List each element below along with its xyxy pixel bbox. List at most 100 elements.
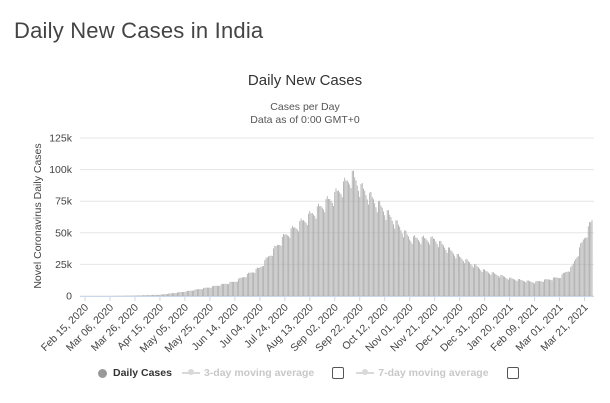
bar — [324, 212, 326, 296]
bar — [195, 289, 197, 296]
legend-item-daily-cases[interactable]: Daily Cases — [98, 367, 172, 379]
bar — [213, 285, 215, 296]
bar — [379, 200, 381, 296]
y-tick-label: 75k — [55, 196, 73, 208]
bar — [270, 255, 272, 296]
legend-item-7-day-ma[interactable]: 7-day moving average — [356, 367, 489, 379]
bar — [586, 237, 588, 296]
bar — [366, 199, 368, 296]
bar — [334, 191, 336, 296]
bar — [205, 287, 207, 296]
bar — [145, 295, 147, 296]
bar — [444, 247, 446, 296]
bar — [519, 279, 520, 296]
bar — [496, 275, 498, 296]
bar — [435, 241, 437, 296]
bar — [310, 213, 312, 296]
bar — [290, 228, 292, 296]
bar — [137, 295, 138, 296]
bar — [180, 292, 182, 296]
bar — [173, 293, 175, 296]
bar — [572, 263, 574, 296]
bar — [260, 266, 262, 296]
legend-label-daily-cases: Daily Cases — [113, 367, 172, 379]
bar — [226, 283, 228, 296]
bar — [179, 292, 181, 296]
bar — [224, 283, 226, 296]
bar — [421, 236, 423, 296]
bar — [144, 295, 146, 296]
bar — [254, 272, 256, 296]
bar — [291, 225, 293, 296]
bar — [309, 211, 311, 296]
bar — [319, 206, 321, 296]
bar — [406, 234, 408, 296]
bar — [551, 280, 553, 296]
bar — [536, 280, 538, 296]
bar — [330, 200, 332, 296]
bar — [182, 292, 183, 296]
bar — [401, 233, 403, 296]
bar — [350, 188, 352, 296]
bar — [373, 199, 374, 296]
bar — [204, 287, 206, 296]
bar — [233, 281, 234, 296]
bar — [198, 289, 200, 296]
bar — [554, 277, 555, 296]
bar — [506, 278, 508, 296]
bar — [375, 207, 377, 296]
bar — [560, 278, 562, 296]
bar — [426, 240, 428, 296]
legend-item-3-day-ma[interactable]: 3-day moving average — [181, 367, 314, 379]
bar — [561, 274, 563, 296]
bar — [550, 279, 552, 296]
bar — [152, 294, 153, 296]
bar — [531, 282, 533, 296]
bar — [305, 222, 307, 296]
bar — [275, 246, 277, 296]
bar — [172, 293, 173, 296]
bar — [501, 275, 503, 296]
bar — [191, 290, 193, 296]
bar — [540, 281, 542, 296]
checkbox-3-day-ma[interactable] — [332, 367, 345, 379]
bar — [577, 256, 579, 296]
bar — [206, 287, 208, 296]
bar — [359, 197, 361, 296]
bar — [325, 199, 327, 296]
bar — [314, 216, 316, 296]
bar — [460, 257, 462, 296]
bar — [545, 279, 547, 296]
checkbox-7-day-ma[interactable] — [506, 367, 519, 379]
bar — [259, 267, 261, 296]
bar — [384, 215, 386, 296]
bar — [368, 204, 369, 296]
bar — [140, 295, 142, 296]
bar — [148, 295, 150, 296]
bar — [170, 293, 172, 296]
bar — [370, 191, 372, 296]
bar — [534, 283, 535, 296]
bar — [208, 287, 210, 296]
bar — [154, 294, 156, 296]
bar — [420, 244, 422, 296]
bar — [443, 245, 444, 296]
bar — [562, 272, 564, 296]
bar — [245, 277, 247, 296]
bar — [223, 283, 225, 296]
bar — [428, 242, 429, 296]
bar — [339, 192, 341, 296]
bar — [502, 276, 504, 296]
bar — [184, 292, 186, 296]
bar — [479, 268, 481, 296]
bar — [255, 268, 257, 296]
bar — [557, 277, 559, 296]
bar — [459, 256, 461, 296]
bar — [469, 262, 471, 296]
bar — [500, 275, 502, 296]
bar — [315, 218, 317, 296]
bar — [228, 284, 230, 296]
bar — [492, 272, 494, 296]
bar — [467, 261, 469, 296]
